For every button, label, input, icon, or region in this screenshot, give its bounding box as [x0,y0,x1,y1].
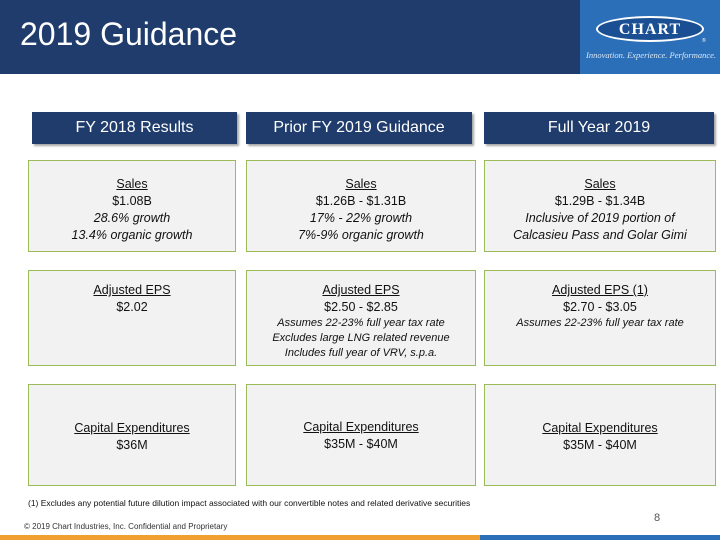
sales-cell-fy2018: Sales $1.08B 28.6% growth 13.4% organic … [28,160,236,252]
sales-organic-growth: 13.4% organic growth [71,228,193,242]
capex-label: Capital Expenditures [303,420,419,434]
page-title: 2019 Guidance [20,16,238,52]
sales-growth: 17% - 22% growth [309,211,413,225]
capex-label: Capital Expenditures [74,421,190,435]
capex-label: Capital Expenditures [542,421,658,435]
sales-label: Sales [584,177,616,191]
column-header-fy2018: FY 2018 Results [32,112,237,144]
eps-value: $2.02 [116,300,148,314]
footnote: (1) Excludes any potential future diluti… [28,498,471,508]
eps-lng-note: Excludes large LNG related revenue [272,332,450,344]
copyright-notice: © 2019 Chart Industries, Inc. Confidenti… [24,522,228,531]
trademark-icon: ® [702,38,706,44]
sales-cell-prior-guidance: Sales $1.26B - $1.31B 17% - 22% growth 7… [246,160,476,252]
sales-cell-full-year: Sales $1.29B - $1.34B Inclusive of 2019 … [484,160,716,252]
sales-label: Sales [345,177,377,191]
eps-cell-full-year: Adjusted EPS (1) $2.70 - $3.05 Assumes 2… [484,270,716,366]
eps-label: Adjusted EPS [93,283,171,297]
sales-project-note: Calcasieu Pass and Golar Gimi [513,228,687,242]
sales-value: $1.08B [112,194,152,208]
chart-logo: CHART ® Innovation. Experience. Performa… [580,0,720,74]
capex-cell-full-year: Capital Expenditures $35M - $40M [484,384,716,486]
column-header-full-year: Full Year 2019 [484,112,714,144]
capex-value: $35M - $40M [324,437,398,451]
sales-value: $1.29B - $1.34B [554,194,646,208]
sales-label: Sales [116,177,148,191]
eps-tax-note: Assumes 22-23% full year tax rate [277,317,445,329]
eps-vrv-note: Includes full year of VRV, s.p.a. [284,347,438,359]
column-header-prior-guidance: Prior FY 2019 Guidance [246,112,472,144]
footer-bar-blue [480,535,720,540]
logo-oval: CHART [596,16,704,42]
eps-label: Adjusted EPS [322,283,400,297]
capex-cell-fy2018: Capital Expenditures $36M [28,384,236,486]
logo-wordmark: CHART [618,21,682,38]
eps-value: $2.50 - $2.85 [324,300,398,314]
capex-value: $35M - $40M [563,438,637,452]
eps-label: Adjusted EPS (1) [552,283,648,297]
capex-value: $36M [116,438,148,452]
page-number: 8 [654,512,661,524]
capex-cell-prior-guidance: Capital Expenditures $35M - $40M [246,384,476,486]
sales-value: $1.26B - $1.31B [315,194,407,208]
sales-growth: 28.6% growth [93,211,171,225]
sales-organic-growth: 7%-9% organic growth [298,228,424,242]
sales-inclusive-note: Inclusive of 2019 portion of [525,211,675,225]
eps-value: $2.70 - $3.05 [563,300,637,314]
eps-cell-fy2018: Adjusted EPS $2.02 [28,270,236,366]
eps-tax-note: Assumes 22-23% full year tax rate [516,317,684,329]
footer-bar-orange [0,535,480,540]
eps-cell-prior-guidance: Adjusted EPS $2.50 - $2.85 Assumes 22-23… [246,270,476,366]
logo-tagline: Innovation. Experience. Performance. [586,50,717,60]
title-bar: 2019 Guidance CHART ® Innovation. Experi… [0,0,720,74]
